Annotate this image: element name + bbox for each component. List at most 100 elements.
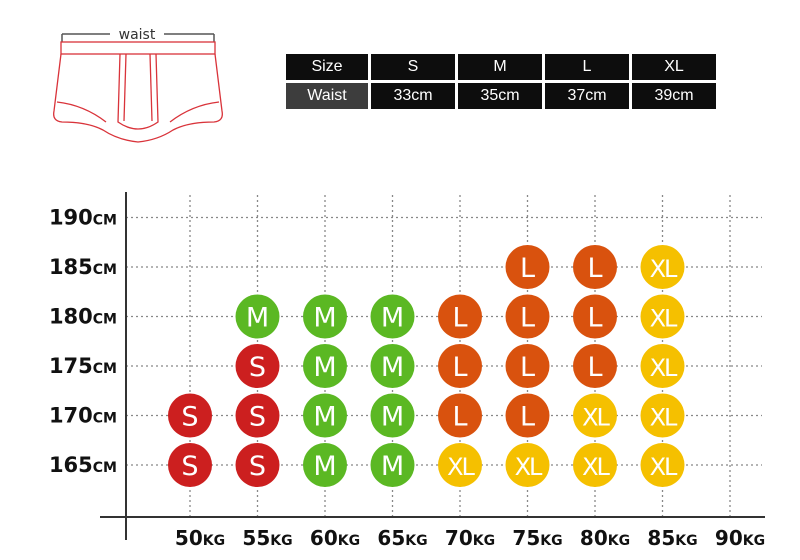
size-point-marker (573, 393, 617, 438)
size-point-marker (573, 245, 617, 289)
size-point-s: S (235, 344, 280, 388)
x-axis-labels: 50KG 55KG 60KG 65KG 70KG 75KG 80KG 85KG 90KG (175, 526, 765, 550)
size-point-xl: XL (640, 245, 685, 289)
size-point-marker (438, 344, 482, 388)
size-point-s: S (168, 443, 212, 487)
waist-cell: 37cm (545, 83, 629, 109)
size-point-marker (438, 443, 482, 487)
size-point-l: L (573, 344, 617, 388)
size-point-label: S (181, 402, 198, 433)
size-point-marker (168, 443, 212, 487)
size-point-m: M (303, 443, 347, 487)
size-point-marker (640, 344, 685, 388)
size-point-xl: XL (573, 393, 617, 438)
y-tick-label: 185CM (49, 255, 117, 279)
size-point-s: S (235, 393, 280, 438)
size-point-marker (235, 443, 280, 487)
waist-cell: 35cm (458, 83, 542, 109)
size-point-label: XL (650, 255, 678, 283)
size-point-label: L (520, 402, 535, 433)
x-tick-label: 65KG (377, 526, 427, 550)
briefs-illustration: waist (53, 27, 223, 143)
y-tick-label: 165CM (49, 453, 117, 477)
size-points: L L XLM M M L L L XLS M M L L L XLS S M M L L XL XLS S M M XL XL XL… (168, 245, 685, 487)
size-point-label: L (452, 402, 467, 433)
waist-row-label: Waist (286, 83, 368, 109)
size-header-cell: XL (632, 54, 716, 80)
size-point-xl: XL (505, 443, 550, 487)
size-point-xl: XL (640, 344, 685, 388)
size-point-label: M (381, 451, 404, 482)
waist-row: Waist 33cm 35cm 37cm 39cm (286, 83, 716, 109)
size-point-xl: XL (640, 294, 685, 339)
size-point-label: XL (582, 404, 610, 432)
size-point-marker (438, 294, 482, 339)
x-tick-label: 50KG (175, 526, 225, 550)
size-point-l: L (505, 294, 550, 339)
size-point-marker (235, 294, 280, 339)
size-point-marker (303, 443, 347, 487)
size-point-m: M (303, 344, 347, 388)
y-tick-label: 190CM (49, 206, 117, 230)
size-point-marker (573, 443, 617, 487)
size-point-label: M (313, 303, 336, 334)
x-tick-label: 55KG (242, 526, 292, 550)
size-point-label: S (249, 451, 266, 482)
size-point-label: L (452, 352, 467, 383)
size-header-row: Size S M L XL (286, 54, 716, 80)
size-point-marker (505, 294, 550, 339)
size-point-label: XL (515, 453, 543, 481)
size-point-marker (640, 294, 685, 339)
size-point-label: XL (650, 305, 678, 333)
size-point-xl: XL (438, 443, 482, 487)
x-tick-label: 85KG (647, 526, 697, 550)
size-header-cell: L (545, 54, 629, 80)
size-point-marker (505, 443, 550, 487)
size-point-marker (640, 443, 685, 487)
size-point-marker (505, 245, 550, 289)
size-point-label: XL (582, 453, 610, 481)
size-point-m: M (370, 443, 415, 487)
size-point-label: M (381, 352, 404, 383)
size-header-label: Size (286, 54, 368, 80)
size-point-marker (370, 393, 415, 438)
y-axis-labels: 190CM 185CM 180CM 175CM 170CM 165CM (49, 206, 117, 478)
size-point-xl: XL (573, 443, 617, 487)
size-point-l: L (438, 393, 482, 438)
size-point-label: XL (650, 354, 678, 382)
waist-cell: 39cm (632, 83, 716, 109)
size-point-label: S (181, 451, 198, 482)
y-tick-label: 180CM (49, 305, 117, 329)
size-point-label: M (246, 303, 269, 334)
size-point-l: L (573, 294, 617, 339)
size-point-l: L (505, 393, 550, 438)
size-point-label: M (381, 402, 404, 433)
size-point-xl: XL (640, 443, 685, 487)
size-point-l: L (505, 245, 550, 289)
size-point-marker (505, 344, 550, 388)
size-point-marker (303, 344, 347, 388)
size-point-label: S (249, 402, 266, 433)
size-point-marker (370, 294, 415, 339)
waist-cell: 33cm (371, 83, 455, 109)
size-point-xl: XL (640, 393, 685, 438)
size-point-marker (438, 393, 482, 438)
size-point-l: L (438, 344, 482, 388)
x-tick-label: 70KG (445, 526, 495, 550)
size-header-cell: M (458, 54, 542, 80)
size-point-marker (573, 294, 617, 339)
x-tick-label: 60KG (310, 526, 360, 550)
waist-measure-bracket (61, 33, 215, 42)
size-point-label: L (520, 352, 535, 383)
size-point-label: L (452, 303, 467, 334)
size-point-marker (303, 393, 347, 438)
x-tick-label: 90KG (715, 526, 765, 550)
size-point-m: M (370, 393, 415, 438)
briefs-outline-icon (53, 41, 223, 143)
size-point-label: M (381, 303, 404, 334)
size-point-m: M (303, 294, 347, 339)
size-point-marker (640, 245, 685, 289)
size-point-l: L (573, 245, 617, 289)
size-point-label: L (587, 303, 602, 334)
